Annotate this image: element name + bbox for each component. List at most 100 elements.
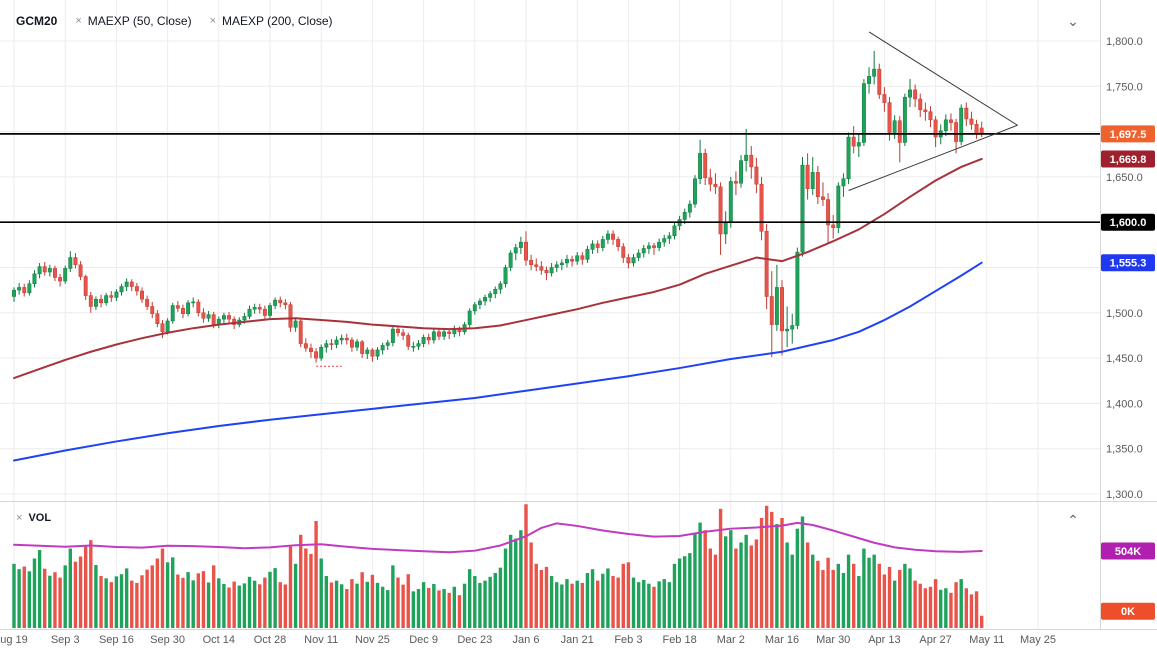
volume-bar	[473, 576, 477, 628]
remove-volume-icon[interactable]: ×	[16, 511, 23, 524]
candle	[831, 224, 836, 228]
candle	[431, 331, 436, 341]
volume-bar	[12, 563, 16, 628]
candle	[979, 127, 984, 135]
time-tick-label: Jan 6	[513, 634, 540, 646]
symbol-label[interactable]: GCM20	[16, 14, 58, 28]
ma200-line[interactable]	[13, 261, 983, 462]
candles[interactable]	[12, 50, 984, 363]
volume-bar	[416, 589, 421, 628]
candle	[262, 308, 267, 316]
price-axis[interactable]: 1,800.0 1,750.0 1,650.0 1,500.0 1,450.0 1,400…	[1106, 36, 1143, 501]
candle	[406, 335, 411, 347]
volume-bar	[114, 576, 119, 628]
volume-bar	[549, 576, 554, 628]
time-tick-label: Mar 2	[717, 634, 745, 646]
volume-bars[interactable]	[12, 504, 984, 628]
candle	[769, 296, 774, 325]
volume-bar	[222, 583, 226, 628]
candle	[329, 343, 334, 345]
study-label[interactable]: MAEXP (50, Close)	[87, 14, 192, 28]
candle	[508, 252, 513, 268]
remove-study-icon[interactable]: ×	[209, 14, 217, 27]
candle	[524, 241, 528, 261]
volume-ma-line[interactable]	[13, 521, 983, 554]
volume-bar	[611, 576, 615, 628]
candle	[477, 300, 482, 305]
svg-text:1,697.5: 1,697.5	[1110, 129, 1147, 141]
volume-bar	[171, 557, 175, 628]
candle	[17, 287, 22, 291]
volume-bar	[329, 582, 334, 628]
price-tick-label: 1,750.0	[1106, 81, 1143, 93]
volume-bar	[964, 588, 969, 628]
volume-bar	[160, 548, 165, 628]
volume-bar	[242, 583, 247, 628]
volume-bar	[928, 586, 933, 628]
candle	[119, 286, 124, 293]
volume-label[interactable]: VOL	[28, 512, 52, 524]
candle	[63, 268, 68, 282]
volume-bar	[775, 524, 779, 628]
ma50-line[interactable]	[13, 157, 983, 380]
candle	[437, 331, 441, 337]
volume-bar	[503, 548, 508, 628]
volume-bar	[754, 539, 759, 628]
time-tick-label: Sep 16	[99, 634, 134, 646]
volume-bar	[488, 576, 492, 628]
candle	[37, 266, 42, 275]
candle	[790, 325, 795, 330]
volume-bar	[304, 548, 308, 628]
candle	[42, 266, 47, 273]
volume-bar	[923, 588, 928, 628]
candle	[554, 264, 559, 268]
price-tick-label: 1,400.0	[1106, 398, 1143, 410]
svg-text:1,669.8: 1,669.8	[1110, 154, 1147, 166]
time-axis[interactable]: ug 19 Sep 3 Sep 16 Sep 30 Oct 14 Oct 28 Nov 11…	[0, 634, 1056, 646]
volume-bar	[483, 580, 487, 628]
price-tick-label: 1,300.0	[1106, 489, 1143, 501]
volume-badge: 504K	[1101, 542, 1155, 560]
collapse-main-pane-chevron-icon[interactable]: ⌄	[1067, 13, 1079, 29]
candle	[570, 259, 575, 262]
candle	[657, 241, 662, 248]
candle	[401, 332, 406, 336]
study-label[interactable]: MAEXP (200, Close)	[222, 14, 333, 28]
volume-bar	[606, 568, 610, 628]
time-tick-label: Nov 11	[304, 634, 338, 646]
price-tick-label: 1,350.0	[1106, 444, 1143, 456]
time-tick-label: Sep 3	[51, 634, 80, 646]
candle	[821, 196, 825, 200]
candle	[283, 302, 288, 305]
volume-bar	[882, 574, 887, 628]
volume-bar	[27, 571, 32, 628]
volume-bar	[508, 534, 513, 628]
trend-line[interactable]	[848, 124, 1018, 191]
price-tick-label: 1,450.0	[1106, 353, 1143, 365]
candle	[442, 331, 447, 337]
volume-bar	[933, 579, 938, 628]
volume-bar	[401, 584, 405, 628]
volume-bar	[227, 587, 231, 628]
svg-text:1,600.0: 1,600.0	[1110, 217, 1147, 229]
trend-line[interactable]	[868, 31, 1018, 126]
volume-bar	[350, 579, 354, 628]
volume-bar	[575, 580, 579, 628]
candle	[964, 107, 969, 120]
time-tick-label: Jan 21	[561, 634, 594, 646]
volume-bar	[688, 553, 692, 628]
candle	[949, 119, 953, 123]
candle	[969, 118, 974, 125]
volume-bar	[109, 582, 113, 628]
volume-bar	[703, 530, 707, 628]
expand-volume-pane-chevron-icon[interactable]: ⌃	[1067, 512, 1079, 528]
candle	[636, 252, 641, 258]
volume-bar	[841, 572, 846, 628]
volume-bar	[898, 569, 902, 628]
volume-bar	[196, 573, 201, 628]
candle	[928, 111, 933, 121]
candle	[759, 183, 764, 232]
remove-study-icon[interactable]: ×	[75, 14, 82, 27]
volume-bar	[421, 582, 426, 628]
